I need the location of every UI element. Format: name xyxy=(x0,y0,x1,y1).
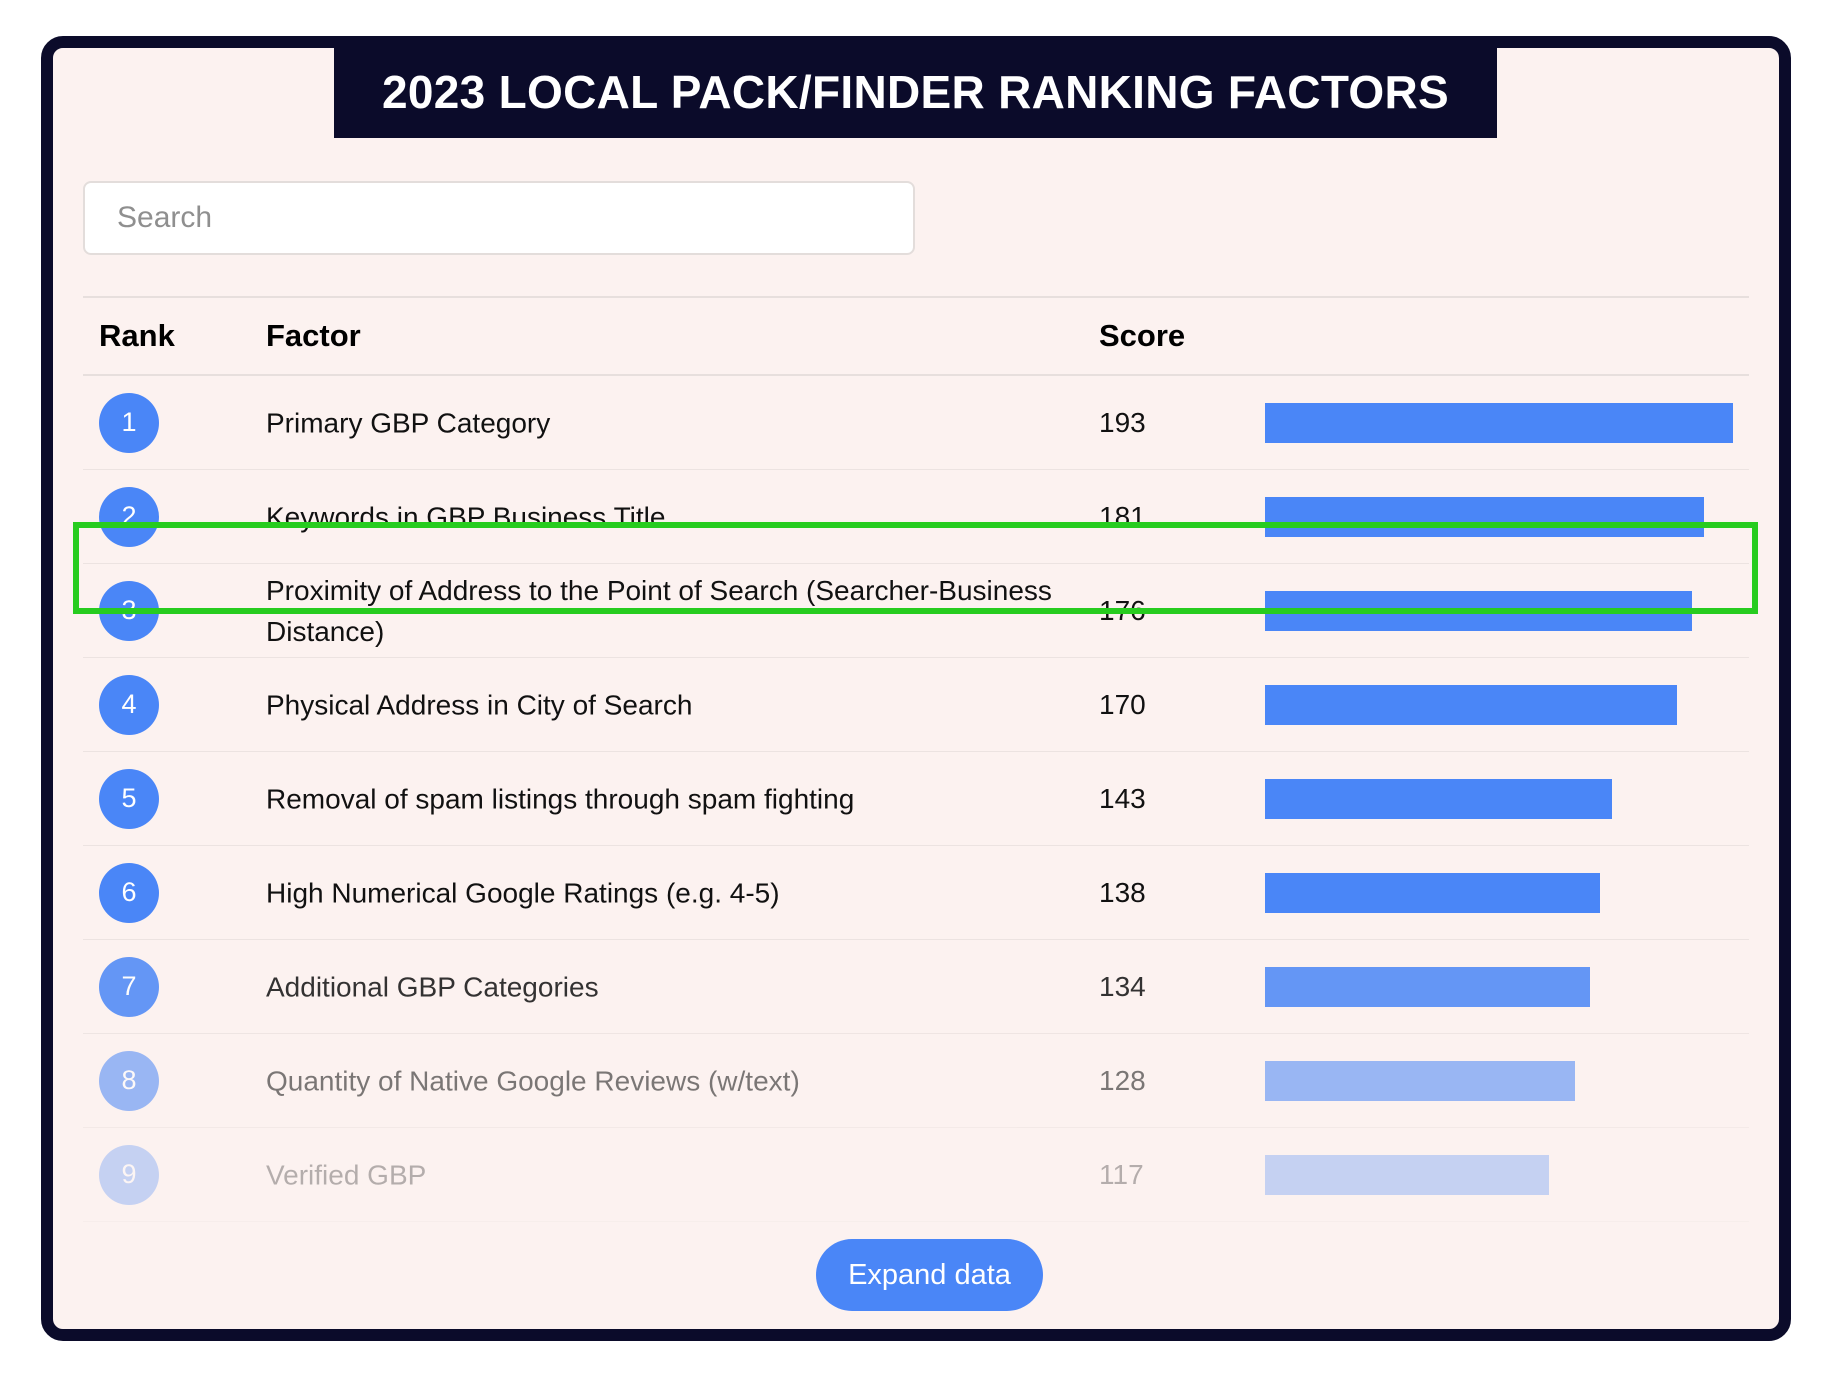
score-bar-track xyxy=(1265,496,1733,537)
score-value: 134 xyxy=(1099,970,1146,1002)
score-bar-track xyxy=(1265,966,1733,1007)
rank-badge: 7 xyxy=(99,956,159,1017)
factor-label: Removal of spam listings through spam fi… xyxy=(266,783,855,814)
table-row: 9 Verified GBP 117 xyxy=(83,1128,1749,1222)
table-row: 7 Additional GBP Categories 134 xyxy=(83,940,1749,1034)
table-row: 6 High Numerical Google Ratings (e.g. 4-5… xyxy=(83,846,1749,940)
score-bar xyxy=(1265,966,1590,1007)
title-banner: 2023 LOCAL PACK/FINDER RANKING FACTORS xyxy=(334,46,1497,138)
score-bar-track xyxy=(1265,1154,1733,1195)
score-value: 170 xyxy=(1099,688,1146,720)
rank-badge: 1 xyxy=(99,392,159,453)
table-body: 1 Primary GBP Category 193 2 Keywords in GBP… xyxy=(83,376,1749,1222)
score-value: 176 xyxy=(1099,594,1146,626)
score-value: 128 xyxy=(1099,1064,1146,1096)
score-bar xyxy=(1265,872,1600,913)
rank-badge: 2 xyxy=(99,486,159,547)
table-row: 3 Proximity of Address to the Point of Se… xyxy=(83,564,1749,658)
factor-label: Physical Address in City of Search xyxy=(266,689,693,720)
table-row: 1 Primary GBP Category 193 xyxy=(83,376,1749,470)
score-bar-track xyxy=(1265,402,1733,443)
score-bar-track xyxy=(1265,590,1733,631)
expand-data-button[interactable]: Expand data xyxy=(816,1239,1043,1311)
score-bar-track xyxy=(1265,1060,1733,1101)
search-input[interactable] xyxy=(83,181,915,255)
score-bar xyxy=(1265,1060,1576,1101)
factor-label: Proximity of Address to the Point of Sea… xyxy=(266,574,1052,647)
factor-label: High Numerical Google Ratings (e.g. 4-5) xyxy=(266,877,780,908)
table-row: 5 Removal of spam listings through spam f… xyxy=(83,752,1749,846)
score-bar xyxy=(1265,1154,1549,1195)
rank-badge: 6 xyxy=(99,862,159,923)
table-row: 2 Keywords in GBP Business Title 181 xyxy=(83,470,1749,564)
factor-label: Verified GBP xyxy=(266,1159,427,1190)
score-value: 143 xyxy=(1099,782,1146,814)
table-row: 8 Quantity of Native Google Reviews (w/te… xyxy=(83,1034,1749,1128)
rank-badge: 3 xyxy=(99,580,159,641)
rank-badge: 4 xyxy=(99,674,159,735)
score-bar xyxy=(1265,402,1733,443)
factor-label: Keywords in GBP Business Title xyxy=(266,501,666,532)
page-title: 2023 LOCAL PACK/FINDER RANKING FACTORS xyxy=(382,66,1449,118)
rank-badge: 8 xyxy=(99,1050,159,1111)
header-factor: Factor xyxy=(266,318,361,353)
header-score: Score xyxy=(1099,318,1186,353)
score-value: 117 xyxy=(1099,1158,1144,1190)
score-value: 138 xyxy=(1099,876,1146,908)
score-bar-track xyxy=(1265,872,1733,913)
score-value: 193 xyxy=(1099,406,1146,438)
score-bar xyxy=(1265,684,1678,725)
score-value: 181 xyxy=(1099,500,1146,532)
table-row: 4 Physical Address in City of Search 170 xyxy=(83,658,1749,752)
score-bar xyxy=(1265,496,1704,537)
factor-label: Primary GBP Category xyxy=(266,407,551,438)
score-bar-track xyxy=(1265,684,1733,725)
rank-badge: 5 xyxy=(99,768,159,829)
header-rank: Rank xyxy=(99,318,175,353)
ranking-table: Rank Factor Score 1 Primary GBP Category 1… xyxy=(83,296,1749,1222)
table-header: Rank Factor Score xyxy=(83,296,1749,376)
score-bar-track xyxy=(1265,778,1733,819)
factor-label: Quantity of Native Google Reviews (w/tex… xyxy=(266,1065,800,1096)
ranking-panel: 2023 LOCAL PACK/FINDER RANKING FACTORS R… xyxy=(41,36,1791,1341)
score-bar xyxy=(1265,778,1612,819)
factor-label: Additional GBP Categories xyxy=(266,971,599,1002)
score-bar xyxy=(1265,590,1692,631)
rank-badge: 9 xyxy=(99,1144,159,1205)
